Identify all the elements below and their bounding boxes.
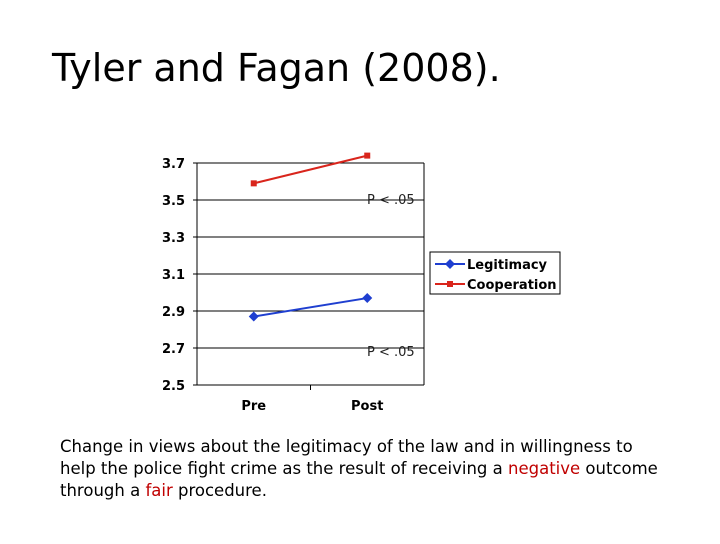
data-point-legitimacy xyxy=(362,293,373,304)
caption-text-2: outcome through a xyxy=(60,459,658,500)
caption-highlight-negative: negative xyxy=(508,459,581,478)
significance-annotation: P < .05 xyxy=(367,345,415,360)
x-tick-label: Pre xyxy=(241,399,266,414)
labels: 3.7 3.5 3.3 3.1 2.9 2.7 2.5 Pre Post P < .05 P < .… xyxy=(162,157,415,414)
y-tick-label: 3.1 xyxy=(162,268,185,283)
caption-highlight-fair: fair xyxy=(145,481,173,500)
significance-annotation: P < .05 xyxy=(367,193,415,208)
y-tick-label: 3.3 xyxy=(162,231,185,246)
gridlines xyxy=(197,162,425,385)
caption-text-1: Change in views about the legitimacy of … xyxy=(60,437,633,478)
y-tick-label: 2.9 xyxy=(162,305,185,320)
legend-marker xyxy=(445,259,455,269)
axes xyxy=(193,162,424,390)
legend-marker xyxy=(447,281,453,287)
y-tick-label: 2.5 xyxy=(162,379,185,394)
y-tick-label: 2.7 xyxy=(162,342,185,357)
legend-label: Cooperation xyxy=(467,278,557,293)
series xyxy=(248,152,373,322)
legend: Legitimacy Cooperation xyxy=(429,251,561,295)
slide-title: Tyler and Fagan (2008). xyxy=(52,46,501,90)
series-line-legitimacy xyxy=(253,297,368,318)
caption-text-3: procedure. xyxy=(172,481,267,500)
y-tick-label: 3.5 xyxy=(162,194,185,209)
slide-caption: Change in views about the legitimacy of … xyxy=(60,436,670,502)
y-tick-label: 3.7 xyxy=(162,157,185,172)
data-point-legitimacy xyxy=(248,311,259,322)
x-tick-label: Post xyxy=(351,399,383,414)
data-point-cooperation xyxy=(250,180,257,187)
series-line-cooperation xyxy=(253,154,368,185)
legend-label: Legitimacy xyxy=(467,258,548,273)
data-point-cooperation xyxy=(364,152,371,159)
